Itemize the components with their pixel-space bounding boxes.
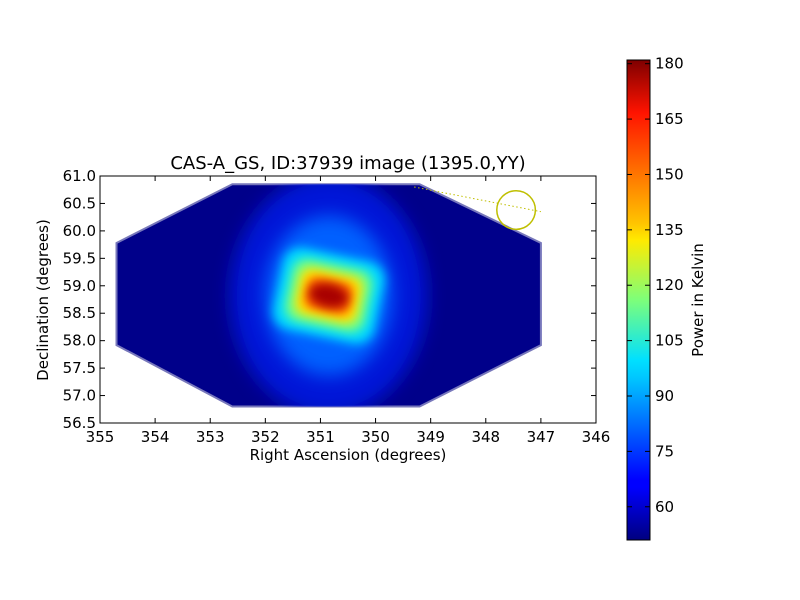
colorbar-tick-label: 75 <box>655 442 674 460</box>
x-tick-label: 351 <box>306 428 335 446</box>
colorbar-tick-label: 120 <box>655 276 684 294</box>
colorbar-tick-label: 60 <box>655 498 674 516</box>
emission-core <box>272 247 385 345</box>
colorbar-ticks: 60 75 90 105 120 135 150 165 180 <box>627 55 684 516</box>
y-axis-ticks: 56.5 57.0 57.5 58.0 58.5 59.0 59.5 60.0 60.5 61.0 <box>63 167 596 432</box>
x-tick-label: 348 <box>471 428 500 446</box>
x-tick-label: 346 <box>582 428 611 446</box>
colorbar-tick-label: 135 <box>655 221 684 239</box>
colorbar: 60 75 90 105 120 135 150 165 180 Power in Kelvin <box>626 55 707 541</box>
colorbar-tick-label: 150 <box>655 165 684 183</box>
x-tick-label: 353 <box>196 428 225 446</box>
plot-area: 355 354 353 352 351 350 349 348 347 346 56.557.05… <box>63 167 611 446</box>
beam-marker <box>496 189 537 231</box>
x-tick-label: 355 <box>86 428 115 446</box>
pointing-track <box>414 186 541 213</box>
y-tick-label: 57.5 <box>63 359 96 377</box>
x-tick-label: 354 <box>141 428 170 446</box>
colorbar-tick-label: 165 <box>655 110 684 128</box>
colorbar-tick-label: 180 <box>655 55 684 73</box>
colorbar-label: Power in Kelvin <box>689 243 707 357</box>
x-tick-label: 347 <box>527 428 556 446</box>
plot-frame <box>99 175 597 424</box>
colorbar-tick-label: 105 <box>655 332 684 350</box>
chart-title: CAS-A_GS, ID:37939 image (1395.0,YY) <box>170 153 525 174</box>
colorbar-tick-label: 90 <box>655 387 674 405</box>
y-tick-label: 56.5 <box>63 414 96 432</box>
colorbar-gradient <box>626 59 651 541</box>
y-tick-label: 61.0 <box>63 167 96 185</box>
y-tick-label: 60.5 <box>63 194 96 212</box>
x-axis-label: Right Ascension (degrees) <box>250 446 447 464</box>
x-axis-ticks: 355 354 353 352 351 350 349 348 347 346 <box>86 176 611 446</box>
y-tick-label: 57.0 <box>63 387 96 405</box>
y-tick-label: 58.5 <box>63 304 96 322</box>
y-tick-label: 59.5 <box>63 249 96 267</box>
y-tick-label: 59.0 <box>63 277 96 295</box>
emission-peak <box>308 283 349 309</box>
x-tick-label: 350 <box>361 428 390 446</box>
y-tick-label: 60.0 <box>63 222 96 240</box>
coverage-region <box>115 183 542 408</box>
x-tick-label: 349 <box>416 428 445 446</box>
x-tick-label: 352 <box>251 428 280 446</box>
source-emission <box>230 184 427 407</box>
y-tick-label: 58.0 <box>63 332 96 350</box>
y-axis-label: Declination (degrees) <box>34 219 52 381</box>
